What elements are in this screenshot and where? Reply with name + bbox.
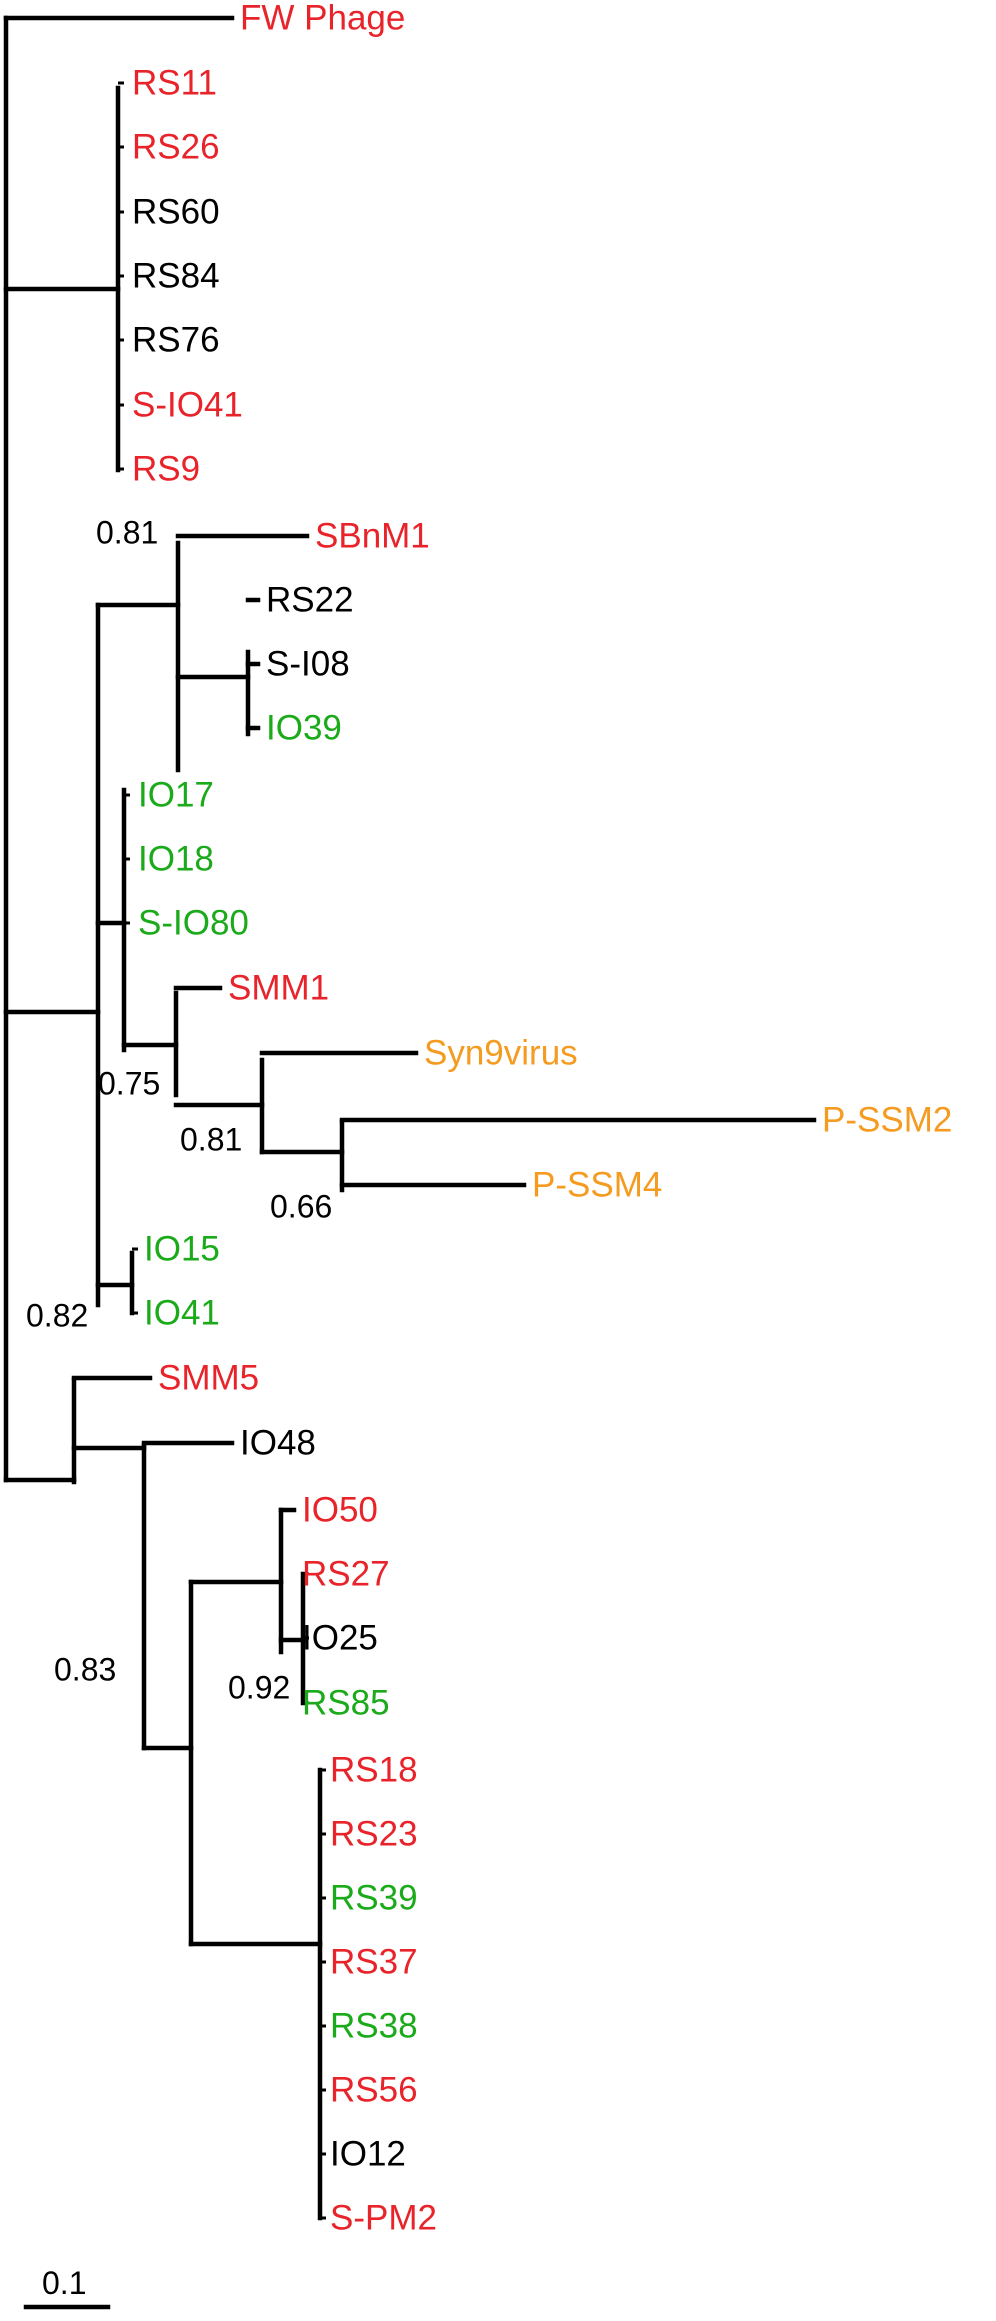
leaf-labels: FW Phage RS11 RS26 RS60 RS84 RS76 S-IO41 RS9 SBn…	[132, 0, 952, 2237]
leaf-label: P-SSM2	[822, 1100, 952, 1139]
leaf-label: IO18	[138, 839, 214, 878]
support-value: 0.92	[228, 1669, 290, 1705]
leaf-label: RS38	[330, 2006, 418, 2045]
leaf-label: P-SSM4	[532, 1165, 662, 1204]
leaf-label: RS11	[132, 63, 217, 102]
leaf-label: SBnM1	[315, 516, 430, 555]
leaf-label: RS18	[330, 1750, 418, 1789]
support-value: 0.83	[54, 1651, 116, 1687]
leaf-label: IO17	[138, 775, 214, 814]
leaf-label: RS23	[330, 1814, 418, 1853]
leaf-label: S-PM2	[330, 2198, 437, 2237]
leaf-label: RS39	[330, 1878, 418, 1917]
leaf-label: IO15	[144, 1229, 220, 1268]
scale-bar: 0.1	[23, 2265, 111, 2310]
leaf-label: IO25	[302, 1618, 378, 1657]
leaf-label: SMM1	[228, 968, 329, 1007]
support-value: 0.66	[270, 1188, 332, 1224]
leaf-label: S-IO41	[132, 385, 243, 424]
support-value: 0.75	[98, 1065, 160, 1101]
support-value: 0.81	[180, 1121, 242, 1157]
tree-branches	[3, 15, 817, 2221]
leaf-label: RS85	[302, 1683, 390, 1722]
leaf-label: RS9	[132, 449, 200, 488]
leaf-label: RS37	[330, 1942, 418, 1981]
leaf-label: SMM5	[158, 1358, 259, 1397]
leaf-label: IO39	[266, 708, 342, 747]
scale-bar-label: 0.1	[42, 2265, 86, 2301]
support-value: 0.82	[26, 1297, 88, 1333]
leaf-label: RS60	[132, 192, 220, 231]
leaf-label: RS27	[302, 1554, 390, 1593]
leaf-label: IO41	[144, 1293, 220, 1332]
leaf-label: S-IO80	[138, 903, 249, 942]
leaf-label: RS26	[132, 127, 220, 166]
leaf-label: S-I08	[266, 644, 350, 683]
leaf-label: RS56	[330, 2070, 418, 2109]
leaf-label: RS76	[132, 320, 220, 359]
leaf-label: IO12	[330, 2134, 406, 2173]
leaf-label: RS84	[132, 256, 220, 295]
support-value-labels: 0.81 0.75 0.81 0.66 0.82 0.83 0.92	[26, 514, 332, 1705]
leaf-label: IO48	[240, 1423, 316, 1462]
leaf-label: IO50	[302, 1490, 378, 1529]
leaf-label: FW Phage	[240, 0, 405, 37]
support-value: 0.81	[96, 514, 158, 550]
leaf-label: RS22	[266, 580, 354, 619]
leaf-label: Syn9virus	[424, 1033, 578, 1072]
